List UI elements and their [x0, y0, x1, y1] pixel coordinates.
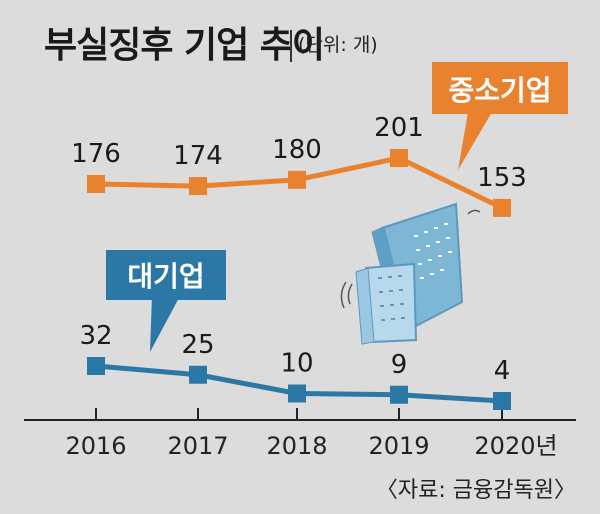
data-label: 4 [494, 356, 511, 386]
data-point [87, 357, 105, 375]
data-point [288, 170, 306, 189]
data-point [493, 198, 511, 217]
series-sme: 176 174 180 201 153 [71, 113, 527, 217]
x-axis: 2016 2017 2018 2019 2020년 [24, 408, 576, 460]
data-label: 201 [374, 113, 424, 143]
data-point [288, 384, 306, 403]
data-label: 176 [71, 139, 121, 169]
x-tick-label: 2017 [167, 432, 228, 460]
source-note: 〈자료: 금융감독원〉 [375, 478, 576, 503]
legend-callout-large: 대기업 [106, 250, 226, 352]
data-point [189, 177, 207, 196]
data-point [87, 175, 105, 193]
legend-label-large: 대기업 [127, 260, 204, 293]
data-label: 9 [391, 350, 408, 380]
x-tick-label: 2016 [65, 432, 126, 460]
data-label: 32 [79, 321, 112, 351]
chart-title: 부실징후 기업 추이 [44, 25, 325, 66]
series-large: 32 25 10 9 4 [79, 321, 511, 410]
building-icon [340, 202, 481, 345]
data-label: 10 [280, 349, 313, 379]
data-label: 25 [181, 330, 214, 360]
legend-label-sme: 중소기업 [448, 74, 551, 107]
data-label: 153 [477, 163, 527, 193]
unit-label: (단위: 개) [298, 34, 378, 56]
data-point [493, 392, 511, 410]
data-label: 174 [173, 141, 223, 171]
x-tick-label: 2019 [368, 432, 429, 460]
x-tick-label: 2018 [266, 432, 327, 460]
data-point [390, 385, 408, 404]
data-label: 180 [272, 135, 322, 165]
x-tick-label: 2020년 [474, 432, 557, 460]
data-point [189, 365, 207, 384]
data-point [390, 149, 408, 167]
legend-callout-sme: 중소기업 [432, 62, 568, 170]
